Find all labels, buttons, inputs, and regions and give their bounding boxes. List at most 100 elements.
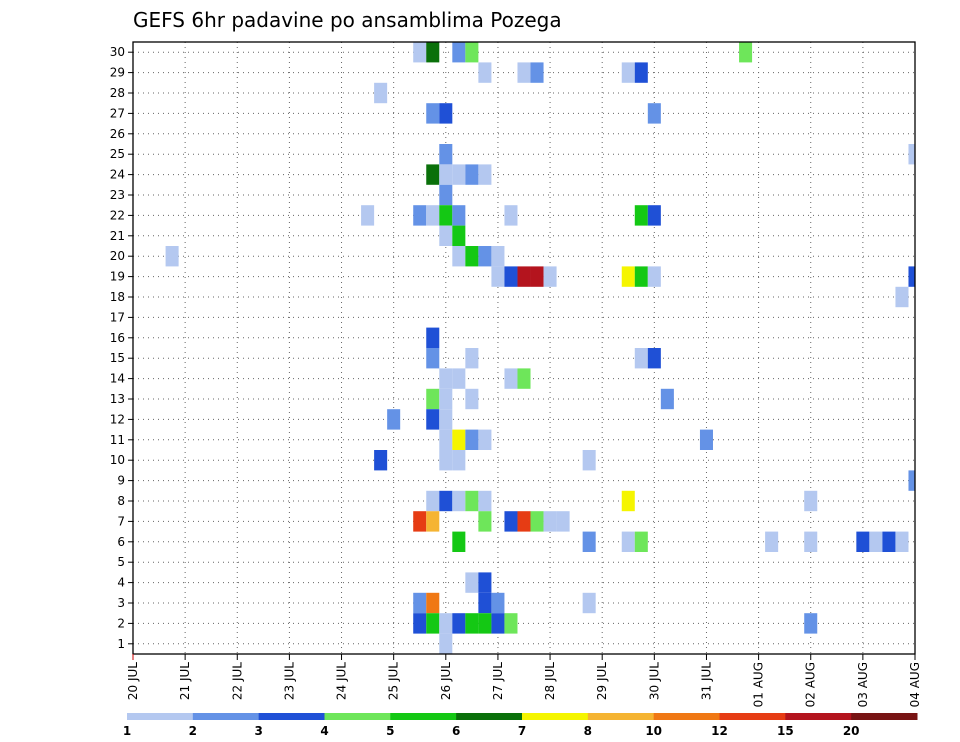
x-tick-label: 30 JUL (647, 662, 661, 700)
legend-swatch (587, 713, 655, 720)
y-tick-label: 3 (117, 596, 125, 610)
y-tick-label: 24 (110, 168, 125, 182)
precip-cell (413, 592, 427, 614)
precip-cell (504, 511, 518, 532)
y-tick-label: 23 (110, 188, 125, 202)
y-tick-label: 11 (110, 433, 125, 447)
precip-cell (374, 82, 388, 104)
precip-cell (452, 368, 466, 389)
precip-cell (647, 205, 661, 226)
precip-cell (165, 246, 179, 267)
precip-cell (765, 531, 779, 552)
precip-cell (582, 592, 596, 614)
y-tick-label: 8 (117, 494, 125, 508)
y-tick-label: 6 (117, 535, 125, 549)
precip-cell (739, 42, 753, 63)
legend-label: 10 (645, 724, 662, 738)
precip-cell (426, 103, 440, 124)
y-ticks: 1234567891011121314151617181920212223242… (110, 45, 133, 651)
precip-cell (465, 490, 479, 512)
precip-cell (621, 266, 635, 287)
precip-cell (452, 490, 466, 512)
precip-cell (634, 266, 648, 287)
precip-cell (621, 531, 635, 552)
y-tick-label: 18 (110, 290, 125, 304)
precip-cell (504, 368, 518, 389)
precip-cell (895, 531, 909, 552)
precip-cell (439, 490, 453, 512)
precip-cell (439, 205, 453, 226)
precip-cell (517, 368, 531, 389)
grid (133, 42, 915, 654)
legend-label: 2 (189, 724, 197, 738)
legend-swatch (653, 713, 720, 720)
precip-cell (491, 613, 505, 634)
y-tick-label: 20 (110, 249, 125, 263)
y-tick-label: 26 (110, 127, 125, 141)
precip-cell (465, 388, 479, 410)
precip-cell (634, 348, 648, 369)
legend-swatch (785, 713, 852, 720)
x-tick-label: 27 JUL (491, 662, 505, 700)
legend-label: 8 (584, 724, 592, 738)
precip-cell (491, 592, 505, 614)
y-tick-label: 17 (110, 310, 125, 324)
precip-cell (478, 429, 492, 450)
precip-cell (804, 613, 818, 634)
precip-cell (439, 144, 453, 165)
precip-cell (452, 613, 466, 634)
y-tick-label: 30 (110, 45, 125, 59)
precip-cell (647, 348, 661, 369)
precip-cell (439, 368, 453, 389)
precip-cell (478, 511, 492, 532)
precip-cell (530, 62, 544, 83)
color-legend: 1 2 3 4 5 6 7 8 10 12 15 20 (123, 713, 918, 738)
precip-cell (478, 164, 492, 185)
x-tick-label: 24 JUL (335, 662, 349, 700)
y-tick-label: 27 (110, 106, 125, 120)
y-tick-label: 22 (110, 208, 125, 222)
cells (165, 42, 915, 654)
precip-cell (452, 164, 466, 185)
x-tick-label: 28 JUL (543, 662, 557, 700)
x-ticks: 20 JUL 21 JUL 22 JUL 23 JUL 24 JUL 25 JUL 26 J… (126, 654, 922, 707)
legend-label: 3 (254, 724, 262, 738)
precip-cell (804, 490, 818, 512)
precip-cell (465, 572, 479, 593)
precip-cell (530, 266, 544, 287)
precip-cell (452, 450, 466, 471)
precip-cell (426, 511, 440, 532)
legend-label: 6 (452, 724, 460, 738)
y-tick-label: 12 (110, 412, 125, 426)
precip-cell (517, 511, 531, 532)
precip-cell (439, 409, 453, 430)
x-tick-label: 02 AUG (804, 662, 818, 707)
x-tick-label: 23 JUL (282, 662, 296, 700)
precip-cell (543, 511, 557, 532)
precip-cell (452, 531, 466, 552)
y-tick-label: 10 (110, 453, 125, 467)
legend-label: 12 (711, 724, 728, 738)
precip-cell (478, 572, 492, 593)
precip-cell (517, 266, 531, 287)
precip-cell (439, 225, 453, 246)
x-tick-label: 26 JUL (439, 662, 453, 700)
chart-title: GEFS 6hr padavine po ansamblima Pozega (133, 8, 562, 32)
precip-cell (543, 266, 557, 287)
precip-cell (895, 286, 909, 308)
precip-cell (491, 246, 505, 267)
precip-cell (582, 531, 596, 552)
x-tick-label: 29 JUL (595, 662, 609, 700)
precip-cell (452, 42, 466, 63)
legend-swatch (127, 713, 194, 720)
precip-cell (426, 164, 440, 185)
precip-cell (504, 613, 518, 634)
precip-cell (804, 531, 818, 552)
precip-cell (452, 429, 466, 450)
legend-swatch (324, 713, 391, 720)
precip-cell (491, 266, 505, 287)
precip-cell (634, 62, 648, 83)
x-tick-label: 21 JUL (178, 662, 192, 700)
precip-cell (530, 511, 544, 532)
